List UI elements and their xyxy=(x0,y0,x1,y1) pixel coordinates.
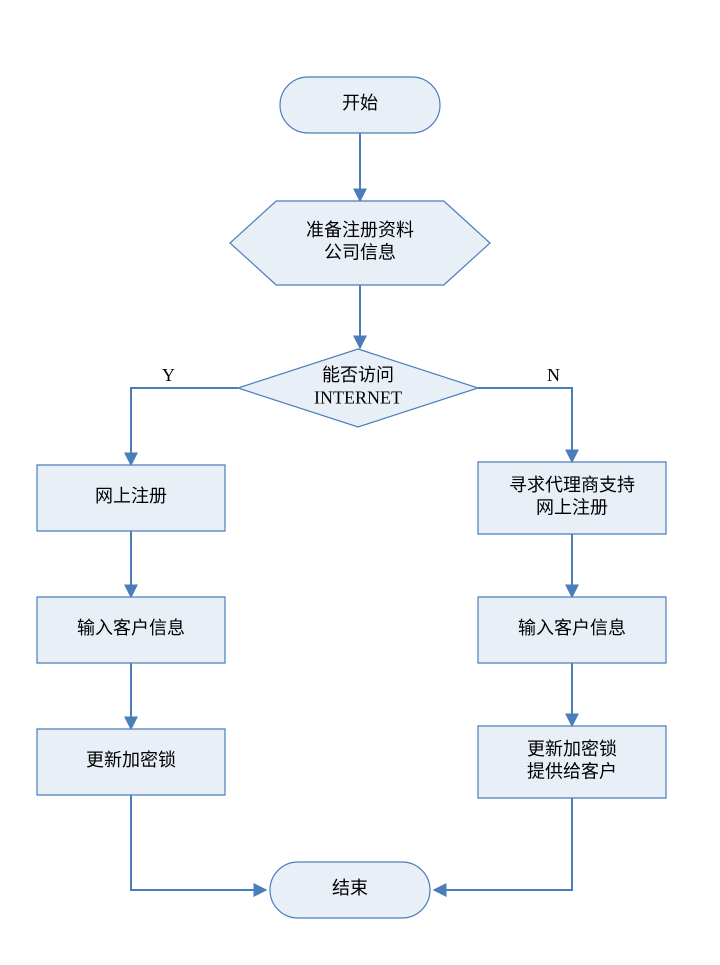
node-y3-text-0: 更新加密锁 xyxy=(86,750,176,770)
node-y3: 更新加密锁 xyxy=(37,729,225,795)
node-decide-text-1: INTERNET xyxy=(314,387,402,407)
node-n3-text-0: 更新加密锁 xyxy=(527,739,617,759)
edge-label-Y: Y xyxy=(162,365,175,385)
edge-decide-n1 xyxy=(478,388,572,462)
node-end-text-0: 结束 xyxy=(332,878,368,898)
node-start-text-0: 开始 xyxy=(342,93,378,113)
node-prepare-text-1: 公司信息 xyxy=(324,242,396,262)
edge-y3-end xyxy=(131,795,266,890)
node-decide: 能否访问INTERNET xyxy=(238,349,478,427)
edge-n3-end xyxy=(434,798,572,890)
node-n3-text-1: 提供给客户 xyxy=(527,761,617,781)
node-n1-text-0: 寻求代理商支持 xyxy=(509,475,635,495)
node-n1-text-1: 网上注册 xyxy=(536,497,608,517)
edge-decide-y1 xyxy=(131,388,238,465)
node-n3: 更新加密锁提供给客户 xyxy=(478,726,666,798)
node-end: 结束 xyxy=(270,862,430,918)
node-y1-text-0: 网上注册 xyxy=(95,486,167,506)
node-n2: 输入客户信息 xyxy=(478,597,666,663)
node-y1: 网上注册 xyxy=(37,465,225,531)
node-prepare-text-0: 准备注册资料 xyxy=(306,220,414,240)
node-y2: 输入客户信息 xyxy=(37,597,225,663)
edge-label-N: N xyxy=(547,365,560,385)
node-n1: 寻求代理商支持网上注册 xyxy=(478,462,666,534)
nodes-layer: 开始准备注册资料公司信息能否访问INTERNET网上注册输入客户信息更新加密锁寻… xyxy=(37,77,666,918)
node-decide-text-0: 能否访问 xyxy=(322,365,394,385)
node-prepare: 准备注册资料公司信息 xyxy=(230,201,490,285)
node-y2-text-0: 输入客户信息 xyxy=(77,618,185,638)
node-start: 开始 xyxy=(280,77,440,133)
node-n2-text-0: 输入客户信息 xyxy=(518,618,626,638)
flowchart-canvas: YN开始准备注册资料公司信息能否访问INTERNET网上注册输入客户信息更新加密… xyxy=(0,0,720,965)
